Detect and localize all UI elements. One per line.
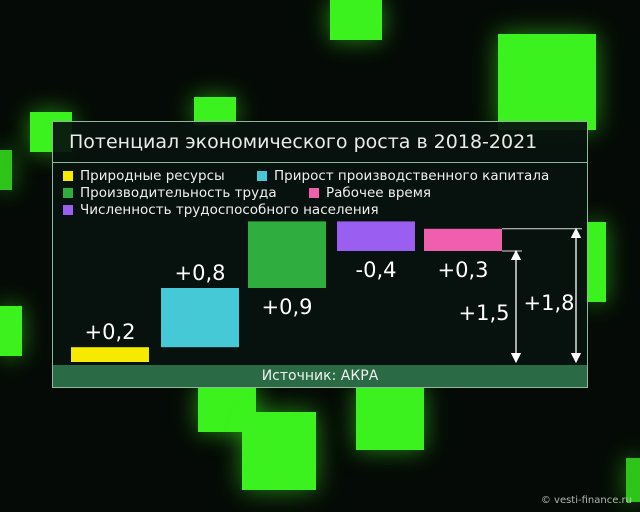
chart-panel: Потенциал экономического роста в 2018-20… (52, 121, 588, 388)
bg-cube (194, 97, 236, 125)
legend-item-population: Численность трудоспособного населения (63, 202, 379, 218)
bg-cube (498, 34, 596, 130)
bar-working-time (424, 228, 502, 251)
bg-cube (242, 412, 316, 490)
value-label: +0,3 (438, 258, 489, 282)
legend-item-natural-resources: Природные ресурсы (63, 168, 225, 184)
legend-swatch (257, 171, 267, 181)
bar-natural-resources (71, 347, 149, 362)
value-label: -0,4 (356, 258, 397, 282)
source-bar: Источник: АКРА (53, 365, 587, 387)
legend-label: Прирост производственного капитала (274, 168, 550, 184)
watermark: © vesti-finance.ru (540, 495, 632, 506)
value-label: +0,8 (175, 261, 226, 285)
legend-label: Природные ресурсы (80, 168, 225, 184)
bracket-label: +1,5 (459, 301, 510, 325)
bg-cube (0, 306, 22, 356)
bg-cube (356, 388, 424, 450)
chart-title: Потенциал экономического роста в 2018-20… (69, 131, 538, 153)
bg-cube (586, 222, 606, 302)
bar-population (337, 221, 415, 251)
legend-item-working-time: Рабочее время (309, 185, 431, 201)
bg-cube (0, 150, 12, 190)
legend-label: Рабочее время (326, 185, 432, 201)
source-text: Источник: АКРА (261, 368, 379, 384)
chart-plot: +0,2 +0,8 +0,9 -0,4 +0,3 +1,5 +1,8 (71, 221, 582, 364)
value-label: +0,2 (85, 320, 136, 344)
bracket-label: +1,8 (524, 291, 575, 315)
bg-cube (626, 458, 640, 502)
value-label: +0,9 (262, 295, 313, 319)
legend-label: Численность трудоспособного населения (80, 202, 379, 218)
legend-item-productivity: Производительность труда (63, 185, 277, 201)
legend-label: Производительность труда (80, 185, 277, 201)
bg-cube (330, 0, 382, 40)
bar-capital (161, 288, 239, 348)
bar-productivity (248, 221, 326, 288)
legend-swatch (63, 188, 73, 198)
legend-swatch (309, 188, 319, 198)
title-divider (53, 162, 587, 163)
legend-swatch (63, 205, 73, 215)
legend-item-capital: Прирост производственного капитала (257, 168, 549, 184)
legend-swatch (63, 171, 73, 181)
